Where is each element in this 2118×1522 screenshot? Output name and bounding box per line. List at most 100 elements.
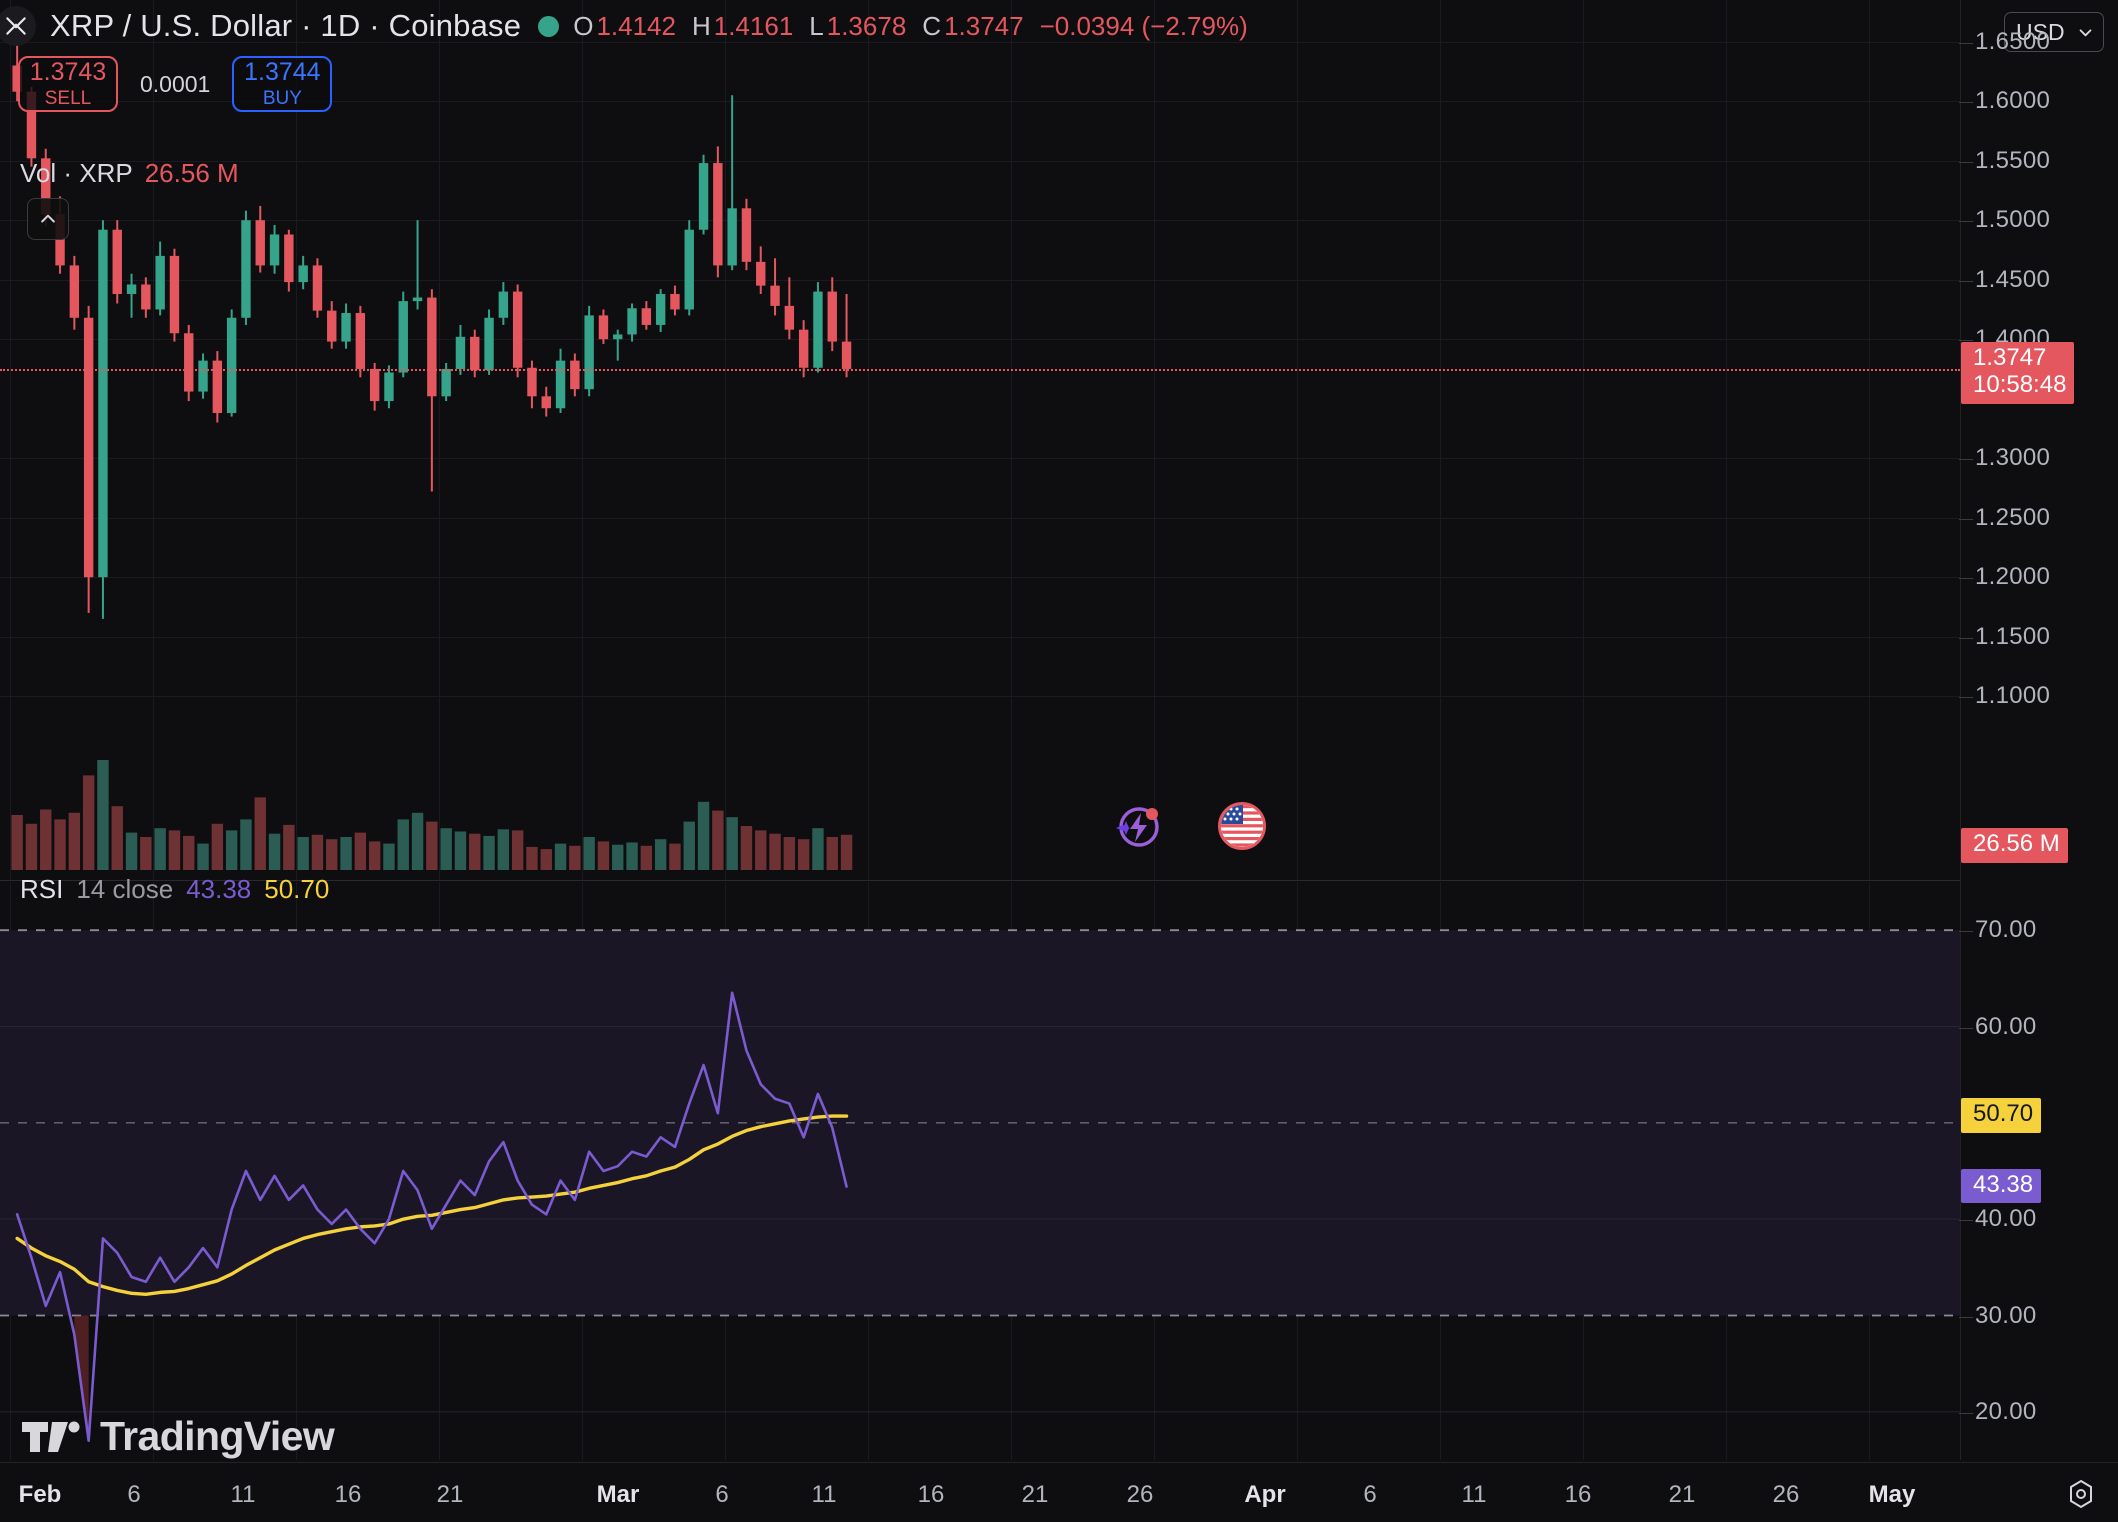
ohlc-low-val: 1.3678 xyxy=(826,10,907,41)
axis-tick-mark xyxy=(1959,518,1973,520)
us-flag-icon[interactable] xyxy=(1218,802,1266,850)
axis-tick-mark xyxy=(1959,1412,1973,1414)
currency-select-value: USD xyxy=(2016,18,2065,45)
axis-tick-mark xyxy=(1959,221,1973,223)
buy-label: BUY xyxy=(262,88,302,109)
axis-tick-mark xyxy=(1959,340,1973,342)
rsi-pane[interactable] xyxy=(0,882,1960,1460)
ohlc-close-key: C xyxy=(922,10,942,41)
current-price-value: 1.3747 xyxy=(1973,344,2047,372)
rsi-axis-tick: 20.00 xyxy=(1959,1398,2037,1426)
axis-tick-mark xyxy=(1959,1316,1973,1318)
tradingview-watermark: TradingView xyxy=(22,1413,335,1460)
chart-header: XRP / U.S. Dollar · 1D · Coinbase O 1.41… xyxy=(0,0,1248,52)
pane-separator[interactable] xyxy=(0,880,1960,881)
candlestick-series xyxy=(11,23,853,870)
time-axis[interactable]: Feb 6 11 16 21 Mar 6 11 16 21 26 Apr 6 11 16 21 26 May xyxy=(0,1462,2118,1522)
ohlc-change: −0.0394 (−2.79%) xyxy=(1039,10,1248,41)
current-price-time: 10:58:48 xyxy=(1973,371,2067,399)
rsi-ma-value-badge[interactable]: 50.70 xyxy=(1961,1098,2042,1133)
time-axis-tick: 21 xyxy=(1668,1481,1696,1508)
volume-legend-value: 26.56 M xyxy=(144,158,239,188)
axis-tick-mark xyxy=(1959,637,1973,639)
price-axis-tick: 1.3000 xyxy=(1959,444,2050,472)
price-axis-tick: 1.4500 xyxy=(1959,266,2050,294)
time-axis-tick: 21 xyxy=(436,1481,464,1508)
volume-legend[interactable]: Vol · XRP 26.56 M xyxy=(20,158,239,189)
price-axis-tick: 1.2000 xyxy=(1959,563,2050,591)
axis-tick-mark xyxy=(1959,280,1973,282)
ohlc-low-key: L xyxy=(809,10,824,41)
price-axis-tick: 1.5000 xyxy=(1959,206,2050,234)
ohlc-close-val: 1.3747 xyxy=(944,10,1024,41)
time-axis-tick: 6 xyxy=(127,1481,141,1508)
volume-value-badge[interactable]: 26.56 M xyxy=(1961,828,2068,863)
time-axis-tick: 16 xyxy=(1564,1481,1592,1508)
rsi-axis-tick: 40.00 xyxy=(1959,1205,2037,1233)
buy-button[interactable]: 1.3744 BUY xyxy=(232,56,333,112)
time-axis-tick: 6 xyxy=(715,1481,729,1508)
axis-tick-mark xyxy=(1959,931,1973,933)
axis-tick-mark xyxy=(1959,161,1973,163)
time-axis-tick: Mar xyxy=(596,1481,640,1508)
time-axis-tick: Feb xyxy=(18,1481,62,1508)
xrp-logo-icon xyxy=(0,6,36,46)
current-price-line xyxy=(0,369,1960,372)
page-title[interactable]: XRP / U.S. Dollar · 1D · Coinbase xyxy=(50,8,522,43)
axis-tick-mark xyxy=(1959,697,1973,699)
price-axis-tick: 1.6000 xyxy=(1959,87,2050,115)
buy-price: 1.3744 xyxy=(244,58,321,86)
axis-tick-mark xyxy=(1959,459,1973,461)
price-axis-tick: 1.1500 xyxy=(1959,623,2050,651)
rsi-series xyxy=(0,929,1960,1443)
time-axis-tick: 26 xyxy=(1772,1481,1800,1508)
rsi-legend-name: RSI xyxy=(20,874,64,904)
trade-panel: 1.3743 SELL 0.0001 1.3744 BUY xyxy=(18,56,333,112)
sell-label: SELL xyxy=(44,88,92,109)
market-status-dot xyxy=(538,15,560,37)
ohlc-high-key: H xyxy=(691,10,711,41)
tradingview-wordmark: TradingView xyxy=(100,1413,335,1459)
rsi-axis-tick: 30.00 xyxy=(1959,1302,2037,1330)
time-axis-tick: 11 xyxy=(1461,1481,1487,1508)
sell-price: 1.3743 xyxy=(29,58,107,86)
chevron-up-icon xyxy=(41,214,55,223)
price-axis-tick: 1.6500 xyxy=(1959,28,2050,56)
chevron-down-icon xyxy=(2079,28,2092,36)
rsi-legend-params: 14 close xyxy=(76,874,174,904)
ohlc-readout: O 1.4142 H 1.4161 L 1.3678 C 1.3747 −0.0… xyxy=(573,11,1248,42)
sell-button[interactable]: 1.3743 SELL xyxy=(18,56,118,112)
time-axis-tick: 26 xyxy=(1126,1481,1154,1508)
price-pane[interactable] xyxy=(0,0,1960,880)
axis-tick-mark xyxy=(1959,102,1973,104)
spread-value: 0.0001 xyxy=(140,70,211,97)
time-axis-tick: Apr xyxy=(1244,1481,1286,1508)
current-price-badge[interactable]: 1.3747 10:58:48 xyxy=(1961,342,2075,405)
time-axis-tick: 16 xyxy=(334,1481,362,1508)
axis-tick-mark xyxy=(1959,42,1973,44)
collapse-pane-button[interactable] xyxy=(27,198,69,240)
ohlc-open-key: O xyxy=(573,10,594,41)
axis-tick-mark xyxy=(1959,1220,1973,1222)
rsi-ma-legend-value: 50.70 xyxy=(264,874,330,904)
rsi-legend[interactable]: RSI 14 close 43.38 50.70 xyxy=(20,874,329,905)
ohlc-open-val: 1.4142 xyxy=(596,10,676,41)
rsi-axis-tick: 60.00 xyxy=(1959,1013,2037,1041)
price-axis-tick: 1.5500 xyxy=(1959,147,2050,175)
axis-tick-mark xyxy=(1959,578,1973,580)
rsi-axis-tick: 70.00 xyxy=(1959,916,2037,944)
rsi-legend-value: 43.38 xyxy=(186,874,252,904)
clock-settings-icon[interactable] xyxy=(2066,1479,2096,1509)
price-axis[interactable]: USD 1.6500 1.6000 1.5500 1.5000 1.4500 1.4000… xyxy=(1959,0,2118,1460)
spark-lightning-icon[interactable] xyxy=(1110,800,1164,854)
tradingview-logo-icon xyxy=(22,1421,80,1452)
time-axis-tick: 11 xyxy=(230,1481,256,1508)
currency-select[interactable]: USD xyxy=(2004,12,2104,52)
volume-legend-name: Vol · XRP xyxy=(20,158,133,188)
time-axis-tick: 16 xyxy=(917,1481,945,1508)
time-axis-tick: 6 xyxy=(1363,1481,1377,1508)
rsi-value-badge[interactable]: 43.38 xyxy=(1961,1168,2042,1204)
ohlc-high-val: 1.4161 xyxy=(713,10,794,41)
time-axis-tick: May xyxy=(1868,1481,1916,1508)
